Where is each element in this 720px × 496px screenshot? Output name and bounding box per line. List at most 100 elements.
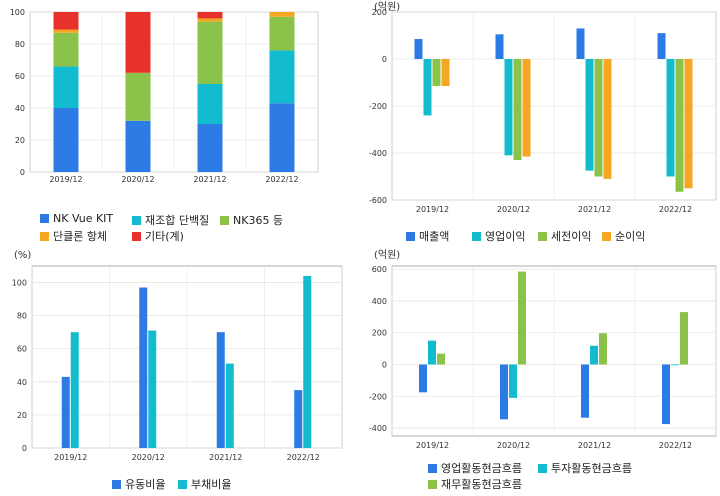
bar: [576, 28, 585, 59]
ratio-chart: 0 20 40 60 80 100 2019/12 2020/12 2021/12 2022/12…: [12, 250, 343, 462]
bar: [662, 364, 670, 425]
y-tick-label: 400: [372, 297, 387, 306]
y-tick-label: 100: [12, 279, 27, 288]
bar: [441, 59, 450, 87]
bar: [680, 312, 688, 365]
bar: [419, 364, 427, 393]
bar-segment: [197, 84, 223, 124]
bar: [585, 59, 594, 171]
bar: [437, 353, 445, 365]
bar: [675, 59, 684, 192]
legend-item[interactable]: 부채비율: [178, 476, 231, 492]
bar: [216, 332, 225, 448]
y-tick-label: 200: [372, 329, 387, 338]
legend-swatch: [602, 231, 611, 241]
legend-swatch: [40, 231, 49, 241]
legend-item[interactable]: 유동비율: [112, 476, 165, 492]
legend-label: 단클론 항체: [53, 230, 108, 243]
y-tick-label: -400: [369, 149, 387, 158]
legend-item[interactable]: 영업이익: [472, 228, 525, 244]
sales-mix-chart: 0 20 40 60 80 100 2019/12 2020/12 2021/12 2022/12: [10, 8, 319, 184]
y-tick-label: -200: [369, 102, 387, 111]
legend-label: 재조합 단백질: [145, 214, 210, 227]
x-tick-label: 2019/12: [54, 453, 87, 462]
bar-segment: [197, 12, 223, 19]
x-tick-label: 2020/12: [497, 441, 530, 450]
legend-label: 매출액: [419, 230, 450, 243]
legend-item[interactable]: 재조합 단백질: [132, 212, 209, 228]
legend-swatch: [428, 463, 437, 473]
bar: [594, 59, 603, 177]
legend-swatch: [406, 231, 415, 241]
legend-label: 기타(계): [145, 230, 184, 243]
ratio-legend: 유동비율 부채비율: [112, 476, 312, 492]
cashflow-panel: -400 -200 0 200 400 600 2019/12 2020/12 2021/12 2…: [360, 248, 720, 458]
y-tick-label: 0: [20, 168, 25, 177]
bar-segment: [53, 108, 79, 172]
bar: [225, 363, 234, 448]
bar: [657, 33, 666, 59]
bar-segment: [269, 16, 295, 51]
y-tick-label: 40: [17, 378, 27, 387]
bar: [148, 330, 157, 448]
x-tick-label: 2021/12: [193, 175, 226, 184]
x-tick-label: 2020/12: [121, 175, 154, 184]
bar: [428, 340, 436, 365]
unit-label: (%): [14, 250, 31, 261]
legend-label: 재무활동현금흐름: [441, 478, 522, 491]
y-tick-label: -200: [369, 392, 387, 401]
legend-swatch: [132, 215, 141, 225]
legend-item[interactable]: NK365 등: [220, 212, 283, 228]
bar: [522, 59, 531, 157]
legend-swatch: [472, 231, 481, 241]
legend-item[interactable]: 세전이익: [538, 228, 591, 244]
legend-item[interactable]: 단클론 항체: [40, 228, 107, 244]
bar: [432, 59, 441, 87]
y-tick-label: 0: [22, 444, 27, 453]
legend-item[interactable]: 재무활동현금흐름: [428, 476, 522, 492]
bar: [581, 364, 589, 418]
bar-segment: [197, 21, 223, 85]
profit-panel: -600 -400 -200 0 200 2019/12 2020/12 2021/12 202…: [360, 0, 720, 220]
x-tick-label: 2022/12: [265, 175, 298, 184]
bar-segment: [197, 18, 223, 22]
legend-swatch: [220, 215, 229, 225]
bar: [590, 345, 598, 365]
profit-chart: -600 -400 -200 0 200 2019/12 2020/12 2021/12 202…: [369, 1, 717, 214]
x-tick-label: 2022/12: [659, 205, 692, 214]
bar: [61, 376, 70, 448]
bar-segment: [269, 50, 295, 104]
y-tick-label: 200: [372, 8, 387, 17]
legend-item[interactable]: 순이익: [602, 228, 645, 244]
legend-swatch: [178, 479, 187, 489]
legend-label: NK365 등: [233, 214, 284, 227]
x-tick-label: 2021/12: [578, 205, 611, 214]
y-tick-label: 100: [10, 8, 25, 17]
legend-item[interactable]: 영업활동현금흐름: [428, 460, 522, 476]
bar: [423, 59, 432, 116]
legend-label: 영업활동현금흐름: [441, 462, 522, 475]
bar-segment: [197, 124, 223, 172]
x-tick-label: 2021/12: [578, 441, 611, 450]
legend-item[interactable]: 매출액: [406, 228, 449, 244]
x-tick-label: 2019/12: [416, 205, 449, 214]
bar: [504, 59, 513, 156]
y-tick-label: 60: [17, 345, 27, 354]
y-tick-label: 80: [15, 40, 25, 49]
x-tick-label: 2019/12: [416, 441, 449, 450]
legend-label: 유동비율: [125, 478, 166, 491]
legend-item[interactable]: NK Vue KIT: [40, 212, 113, 225]
bar-segment: [125, 120, 151, 172]
bar: [599, 333, 607, 365]
bar: [671, 364, 679, 366]
legend-item[interactable]: 기타(계): [132, 228, 184, 244]
bar: [500, 364, 508, 420]
bar-segment: [53, 66, 79, 108]
legend-swatch: [538, 463, 547, 473]
bar: [294, 390, 303, 448]
y-tick-label: 600: [372, 265, 387, 274]
legend-label: NK Vue KIT: [53, 212, 114, 225]
y-tick-label: 20: [17, 411, 27, 420]
legend-item[interactable]: 투자활동현금흐름: [538, 460, 632, 476]
x-tick-label: 2020/12: [497, 205, 530, 214]
